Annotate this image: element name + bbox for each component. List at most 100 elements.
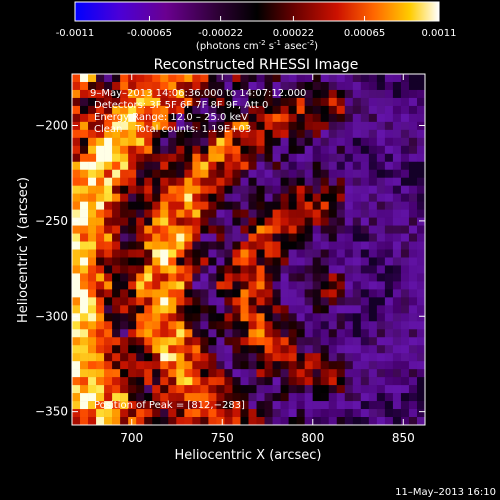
heatmap-cell xyxy=(80,113,89,123)
heatmap-cell xyxy=(72,177,81,186)
heatmap-cell xyxy=(384,233,394,242)
heatmap-cell xyxy=(248,417,257,426)
heatmap-cell xyxy=(72,297,81,306)
heatmap-cell xyxy=(208,233,217,242)
heatmap-cell xyxy=(376,129,386,139)
heatmap-cell xyxy=(336,233,346,242)
heatmap-cell xyxy=(184,257,193,266)
heatmap-cell xyxy=(344,281,354,290)
heatmap-cell xyxy=(192,369,201,378)
heatmap-cell xyxy=(208,393,217,402)
heatmap-cell xyxy=(384,217,394,226)
heatmap-cell xyxy=(208,361,217,370)
heatmap-cell xyxy=(280,193,289,202)
heatmap-cell xyxy=(392,105,402,115)
heatmap-cell xyxy=(152,393,161,402)
heatmap-cell xyxy=(88,313,97,322)
heatmap-cell xyxy=(352,145,362,155)
heatmap-cell xyxy=(416,161,426,171)
heatmap-cell xyxy=(192,345,201,354)
heatmap-cell xyxy=(384,74,394,83)
heatmap-cell xyxy=(80,329,89,338)
heatmap-cell xyxy=(128,401,137,410)
heatmap-cell xyxy=(336,209,346,218)
heatmap-cell xyxy=(416,169,426,179)
heatmap-cell xyxy=(384,305,394,314)
heatmap-cell xyxy=(152,273,161,282)
heatmap-cell xyxy=(392,393,402,402)
heatmap-cell xyxy=(272,177,281,186)
heatmap-cell xyxy=(328,345,338,354)
heatmap-cell xyxy=(288,177,297,186)
heatmap-cell xyxy=(280,313,289,322)
heatmap-cell xyxy=(400,289,410,298)
heatmap-cell xyxy=(120,393,129,402)
heatmap-cell xyxy=(288,321,297,330)
heatmap-cell xyxy=(248,169,257,179)
heatmap-cell xyxy=(88,105,97,115)
heatmap-cell xyxy=(120,121,129,131)
heatmap-cell xyxy=(72,129,81,139)
heatmap-cell xyxy=(336,121,346,131)
heatmap-cell xyxy=(312,265,321,274)
heatmap-cell xyxy=(144,297,153,306)
heatmap-cell xyxy=(168,137,177,147)
heatmap-cell xyxy=(272,401,281,410)
heatmap-cell xyxy=(184,105,193,115)
heatmap-cell xyxy=(376,409,386,418)
heatmap-cell xyxy=(200,289,209,298)
heatmap-cell xyxy=(296,369,305,378)
heatmap-cell xyxy=(136,281,145,290)
heatmap-cell xyxy=(240,129,249,139)
heatmap-cell xyxy=(208,385,217,394)
heatmap-cell xyxy=(344,177,354,186)
heatmap-cell xyxy=(128,97,137,107)
heatmap-cell xyxy=(248,361,257,370)
heatmap-cell xyxy=(304,273,313,282)
heatmap-cell xyxy=(376,241,386,250)
heatmap-cell xyxy=(240,273,249,282)
heatmap-cell xyxy=(160,353,169,362)
heatmap-cell xyxy=(248,321,257,330)
heatmap-cell xyxy=(88,305,97,314)
heatmap-cell xyxy=(368,177,378,186)
heatmap-cell xyxy=(192,225,201,234)
heatmap-cell xyxy=(256,329,265,338)
heatmap-cell xyxy=(224,169,233,179)
heatmap-cell xyxy=(104,113,113,123)
heatmap-cell xyxy=(312,313,321,322)
heatmap-cell xyxy=(400,121,410,131)
heatmap-cell xyxy=(88,241,97,250)
heatmap-cell xyxy=(336,241,346,250)
heatmap-cell xyxy=(80,161,89,171)
heatmap-cell xyxy=(152,297,161,306)
heatmap-cell xyxy=(72,217,81,226)
heatmap-cell xyxy=(200,81,209,91)
heatmap-cell xyxy=(248,377,257,386)
heatmap-cell xyxy=(192,305,201,314)
heatmap-cell xyxy=(304,281,313,290)
heatmap-cell xyxy=(208,249,217,258)
heatmap-cell xyxy=(120,313,129,322)
heatmap-cell xyxy=(360,393,370,402)
heatmap-cell xyxy=(256,249,265,258)
heatmap-cell xyxy=(384,361,394,370)
heatmap-cell xyxy=(176,281,185,290)
colorbar-ticks: -0.0011 -0.00065 -0.00022 0.00022 0.00065 0.0… xyxy=(56,16,457,39)
heatmap-cell xyxy=(168,161,177,171)
heatmap-cell xyxy=(416,153,426,163)
heatmap-cell xyxy=(296,393,305,402)
heatmap-cell xyxy=(320,97,330,107)
heatmap-cell xyxy=(176,249,185,258)
heatmap-cell xyxy=(176,329,185,338)
heatmap-cell xyxy=(112,249,121,258)
heatmap-cell xyxy=(272,281,281,290)
heatmap-cell xyxy=(224,393,233,402)
heatmap-cell xyxy=(400,209,410,218)
heatmap-cell xyxy=(352,321,362,330)
heatmap-cell xyxy=(216,337,225,346)
heatmap-cell xyxy=(288,393,297,402)
heatmap-cell xyxy=(216,225,225,234)
heatmap-cell xyxy=(384,297,394,306)
heatmap-cell xyxy=(248,249,257,258)
